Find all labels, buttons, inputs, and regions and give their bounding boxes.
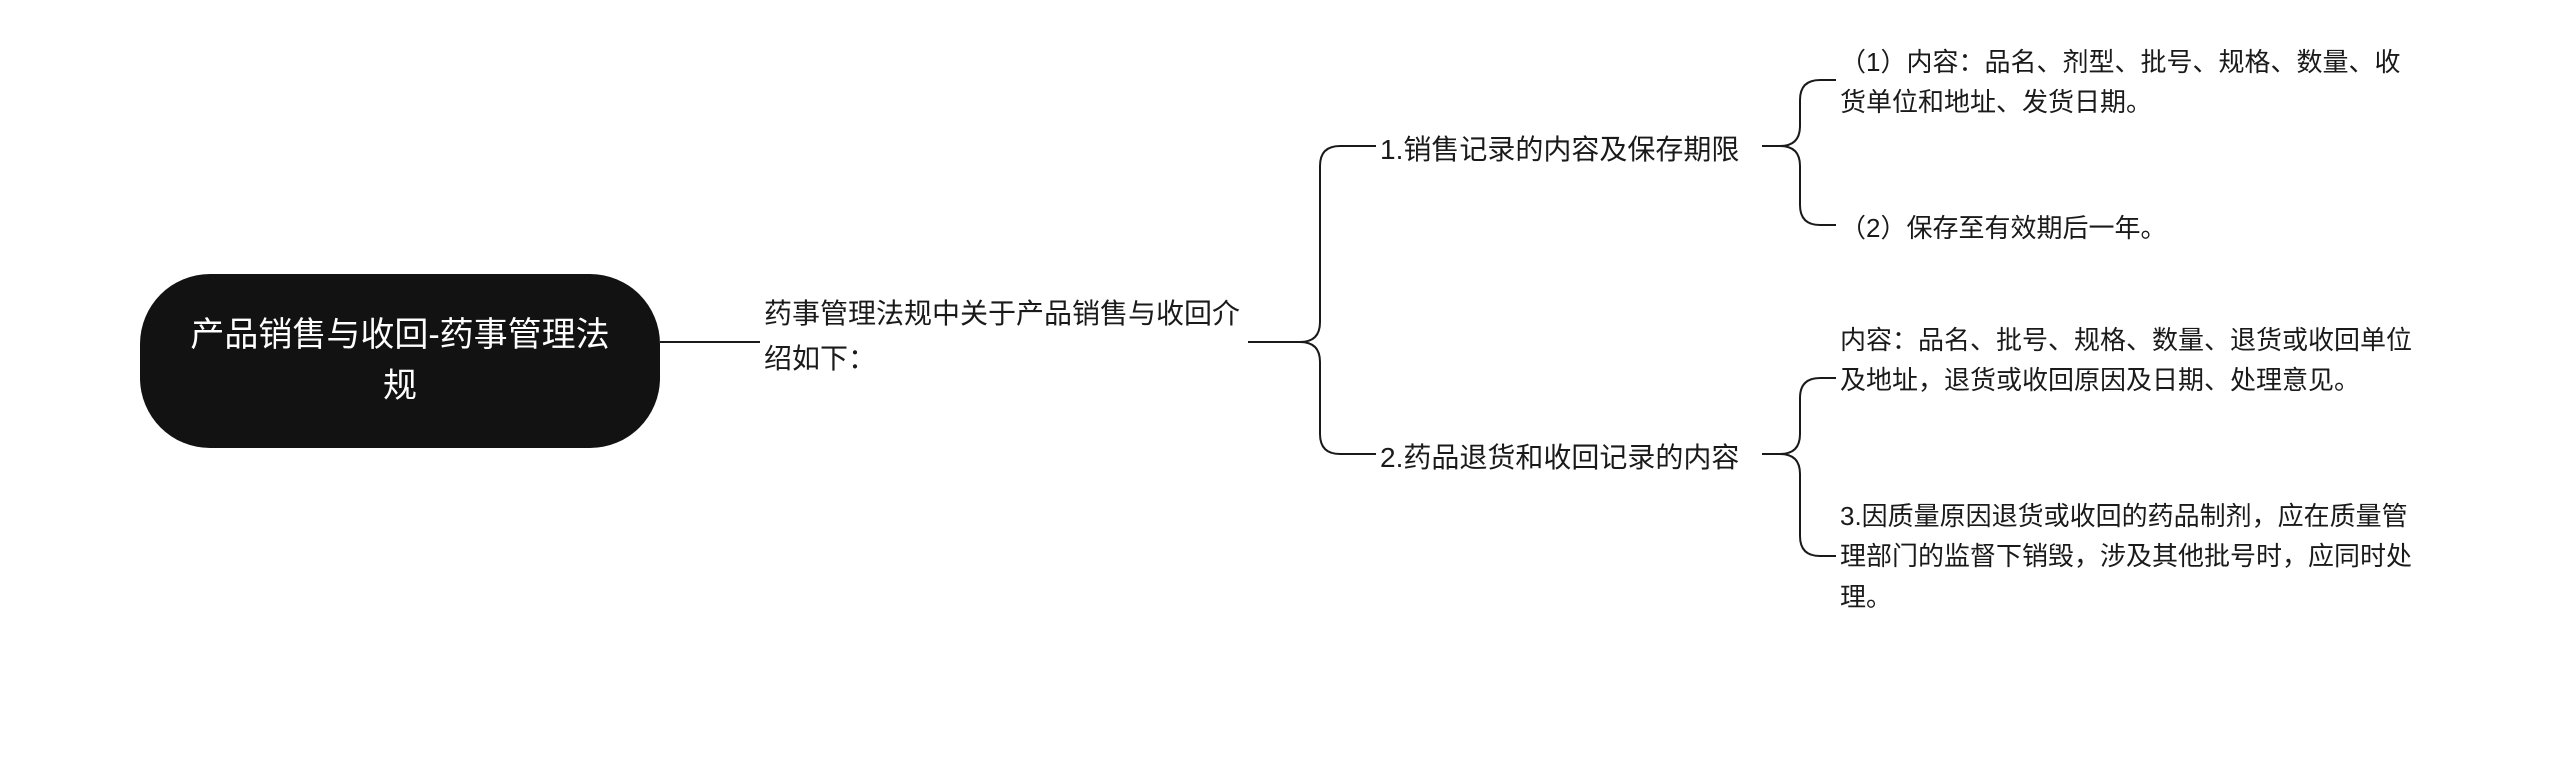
level2-label: 1.销售记录的内容及保存期限 [1380, 134, 1739, 165]
level3-label: （2）保存至有效期后一年。 [1840, 208, 2420, 248]
level2-node-sales: 1.销售记录的内容及保存期限 [1380, 128, 1739, 168]
level2-label: 2.药品退货和收回记录的内容 [1380, 442, 1739, 473]
level1-label: 药事管理法规中关于产品销售与收回介绍如下： [764, 298, 1240, 374]
root-label: 产品销售与收回-药事管理法规 [190, 316, 609, 405]
level3-node: 3.因质量原因退货或收回的药品制剂，应在质量管理部门的监督下销毁，涉及其他批号时… [1840, 496, 2440, 617]
level3-label: 3.因质量原因退货或收回的药品制剂，应在质量管理部门的监督下销毁，涉及其他批号时… [1840, 496, 2420, 617]
level1-node: 药事管理法规中关于产品销售与收回介绍如下： [764, 292, 1244, 382]
level3-node: 内容：品名、批号、规格、数量、退货或收回单位及地址，退货或收回原因及日期、处理意… [1840, 320, 2440, 401]
level3-node: （1）内容：品名、剂型、批号、规格、数量、收货单位和地址、发货日期。 [1840, 42, 2440, 123]
level3-label: 内容：品名、批号、规格、数量、退货或收回单位及地址，退货或收回原因及日期、处理意… [1840, 320, 2420, 401]
root-node: 产品销售与收回-药事管理法规 [140, 274, 660, 448]
level3-label: （1）内容：品名、剂型、批号、规格、数量、收货单位和地址、发货日期。 [1840, 42, 2420, 123]
level2-node-return: 2.药品退货和收回记录的内容 [1380, 436, 1739, 476]
mindmap-container: 产品销售与收回-药事管理法规 药事管理法规中关于产品销售与收回介绍如下： 1.销… [0, 0, 2560, 783]
level3-node: （2）保存至有效期后一年。 [1840, 208, 2440, 248]
